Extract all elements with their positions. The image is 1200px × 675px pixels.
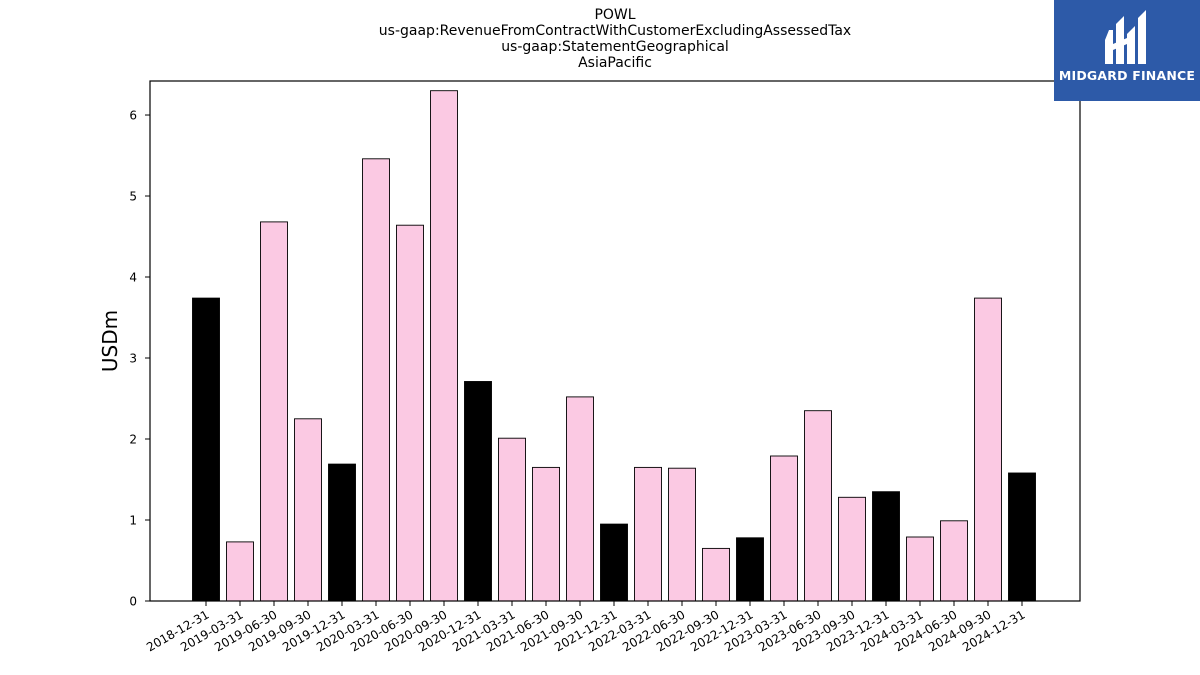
logo-text: MIDGARD FINANCE: [1058, 68, 1196, 83]
x-axis: 2018-12-312019-03-312019-06-302019-09-30…: [144, 601, 1028, 654]
bar-2024-06-30: [940, 520, 968, 602]
bar-2020-12-31: [464, 381, 492, 602]
y-tick-label: 0: [129, 595, 137, 609]
bar-2018-12-31: [192, 297, 220, 602]
bar-2024-03-31: [906, 536, 934, 602]
bar-2021-03-31: [498, 437, 526, 602]
bars-group: [192, 90, 1036, 602]
bar-2019-03-31: [226, 541, 254, 602]
bar-2021-12-31: [600, 523, 628, 602]
bar-2020-03-31: [362, 158, 390, 602]
bar-2019-09-30: [294, 418, 322, 602]
bar-2020-09-30: [430, 90, 458, 602]
logo-mark-icon: [1105, 10, 1146, 64]
bar-2023-12-31: [872, 491, 900, 602]
bar-2022-09-30: [702, 547, 730, 602]
y-tick-label: 2: [129, 433, 137, 447]
chart-title: POWL: [594, 7, 636, 23]
bar-2024-09-30: [974, 297, 1002, 602]
bar-2019-06-30: [260, 221, 288, 602]
brand-logo: MIDGARD FINANCE: [1054, 0, 1200, 101]
bar-2019-12-31: [328, 463, 356, 602]
y-tick-label: 4: [129, 271, 137, 285]
bar-2023-09-30: [838, 496, 866, 602]
bar-2021-06-30: [532, 466, 560, 602]
y-tick-label: 3: [129, 352, 137, 366]
bar-2024-12-31: [1008, 472, 1036, 602]
bar-2021-09-30: [566, 396, 594, 602]
y-tick-label: 5: [129, 190, 137, 204]
bar-2022-06-30: [668, 467, 696, 602]
y-axis-label: USDm: [98, 310, 122, 372]
y-tick-label: 1: [129, 514, 137, 528]
chart-subtitle-axis: us-gaap:StatementGeographical: [501, 39, 729, 55]
y-axis: 0 1 2 3 4 5 6: [129, 109, 150, 609]
bar-2020-06-30: [396, 224, 424, 602]
bar-2022-12-31: [736, 537, 764, 602]
bar-2023-06-30: [804, 410, 832, 602]
bar-2022-03-31: [634, 466, 662, 602]
plot-frame: [149, 80, 1081, 602]
bar-2023-03-31: [770, 455, 798, 602]
chart-subtitle-metric: us-gaap:RevenueFromContractWithCustomerE…: [378, 23, 852, 39]
y-tick-label: 6: [129, 109, 137, 123]
chart-subtitle-member: AsiaPacific: [578, 55, 652, 71]
